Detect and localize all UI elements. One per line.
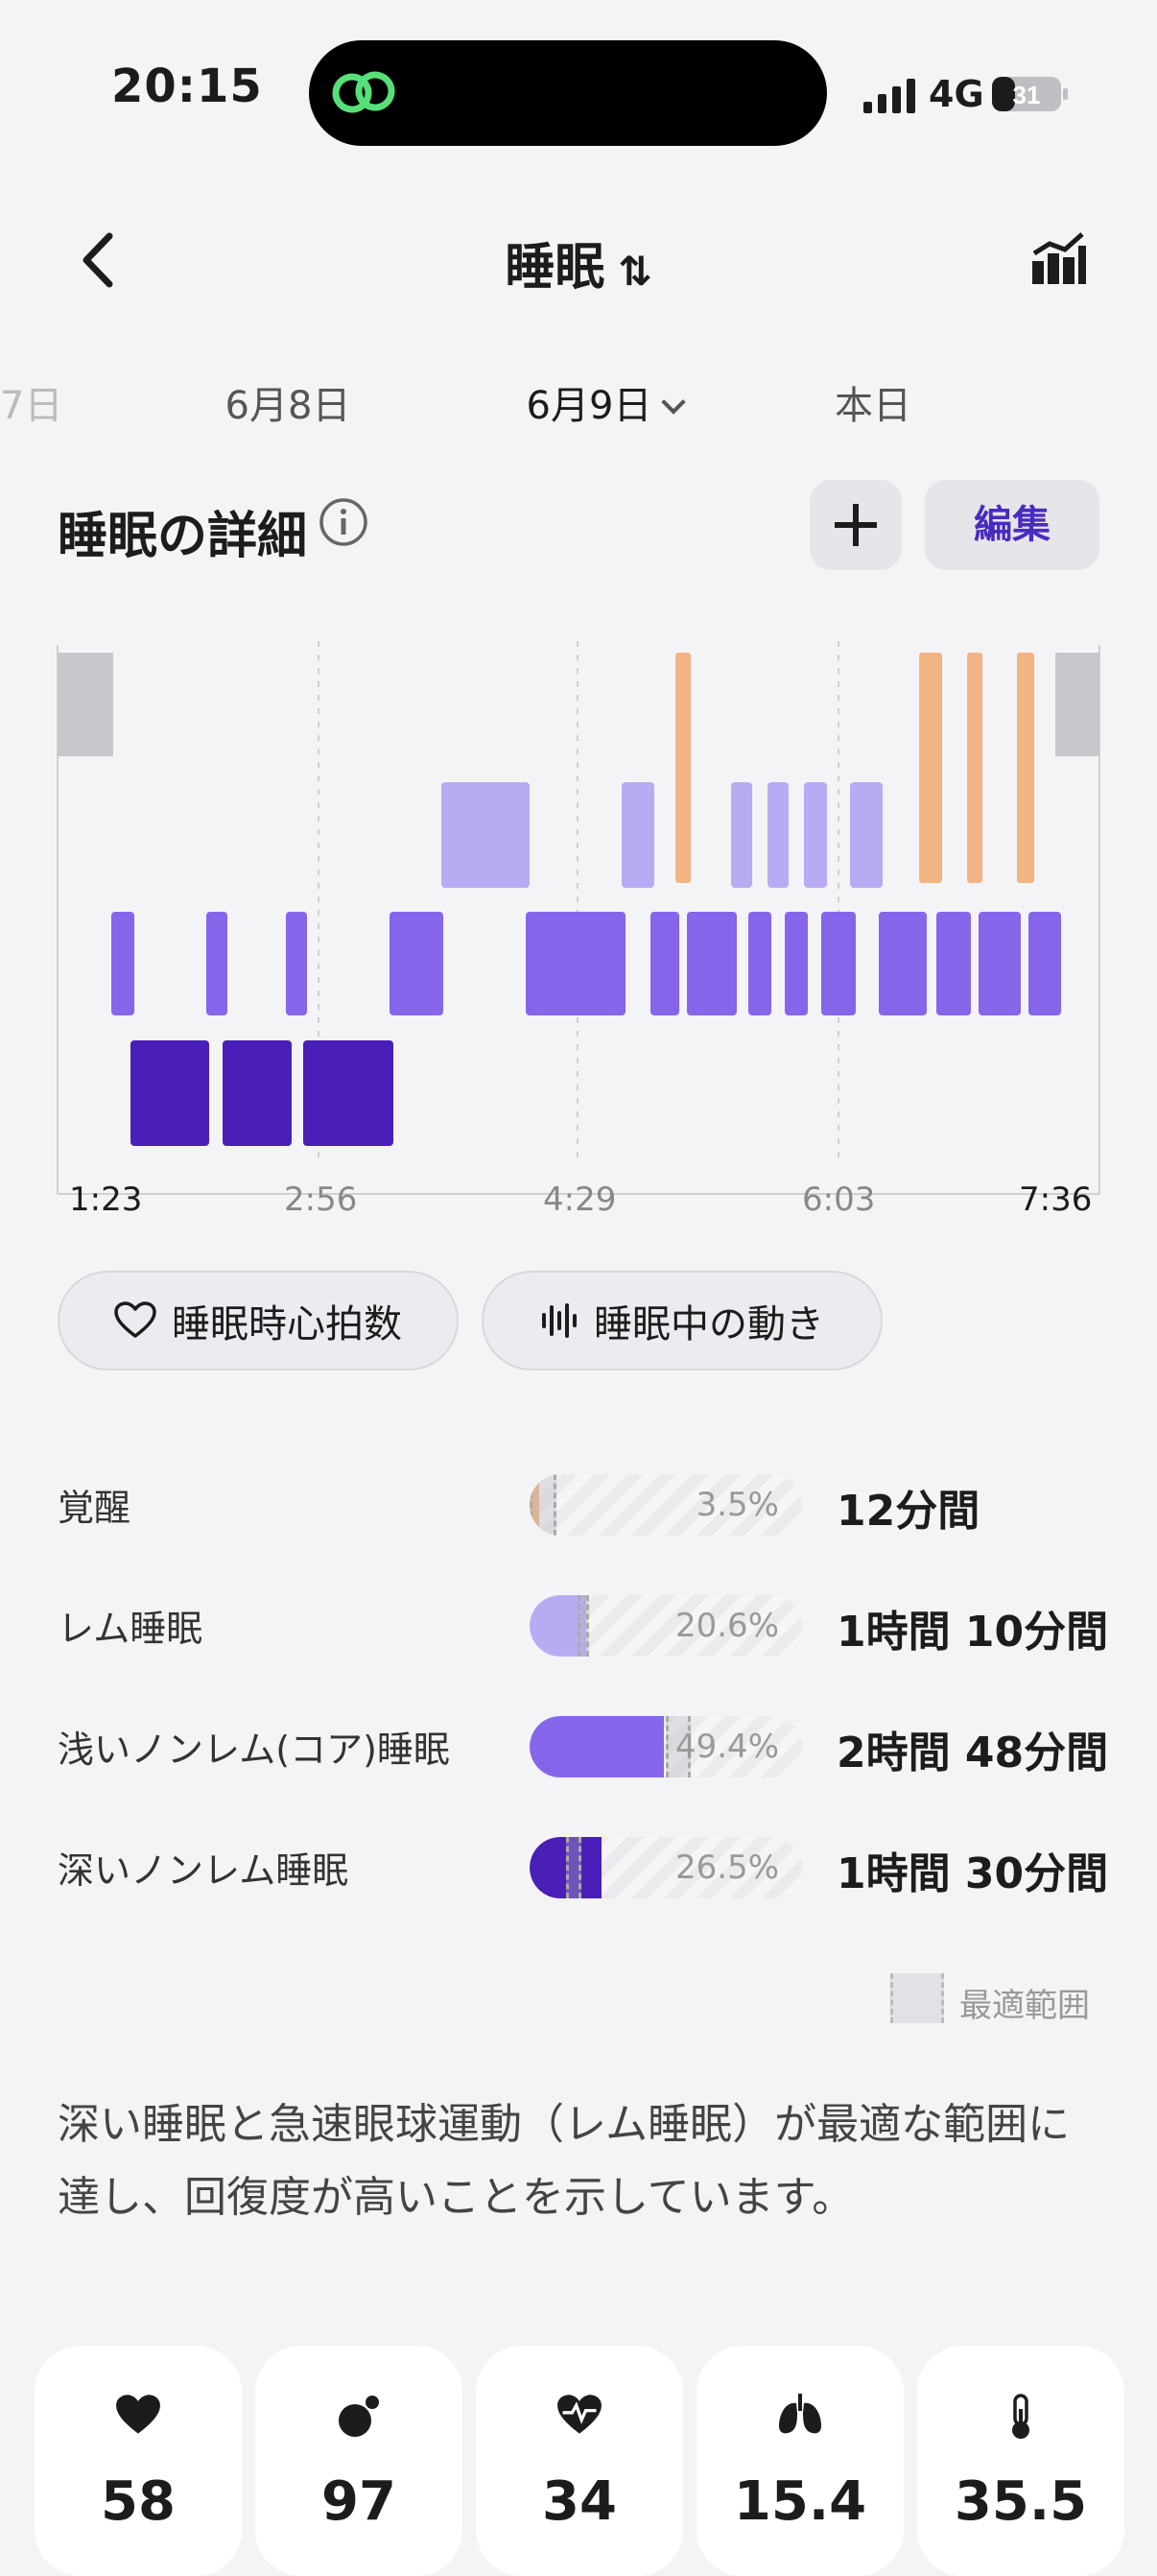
stage-duration-rem: 1時間 10分間 (837, 1608, 1109, 1657)
optimal-range-marker (530, 1474, 556, 1536)
status-time: 20:15 (111, 60, 263, 113)
stage-percent: 20.6% (674, 1607, 779, 1645)
heart-outline-icon (114, 1301, 156, 1338)
heart-icon (116, 2395, 160, 2434)
waveform-icon (542, 1303, 577, 1338)
metric-card-hrv[interactable]: 34 (476, 2346, 683, 2576)
optimal-range-label: 最適範囲 (959, 1987, 1090, 2025)
stage-duration-deep: 1時間 30分間 (837, 1849, 1109, 1898)
time-label: 7:36 (1019, 1181, 1093, 1219)
optimal-range-marker (566, 1837, 581, 1898)
stage-fill (530, 1837, 602, 1898)
sleep-stage-chart[interactable] (0, 614, 1157, 1228)
hrv-icon (557, 2395, 602, 2434)
metric-card-respiration[interactable]: 15.4 (697, 2346, 904, 2576)
sleep-motion-label: 睡眠中の動き (594, 1302, 824, 1347)
battery-level: 31 (1013, 81, 1041, 109)
stage-bar-rem: 20.6% (530, 1595, 802, 1657)
metric-card-temperature[interactable]: 35.5 (917, 2346, 1124, 2576)
metric-value: 15.4 (733, 2470, 867, 2533)
time-label: 2:56 (284, 1181, 358, 1219)
info-icon[interactable] (319, 497, 368, 547)
date-selected-label: 6月9日 (526, 384, 652, 428)
back-button[interactable] (69, 227, 127, 294)
metric-card-heart-rate[interactable]: 58 (35, 2346, 242, 2576)
stage-label-awake: 覚醒 (58, 1487, 131, 1529)
add-button[interactable] (810, 480, 902, 570)
metric-value: 34 (542, 2470, 617, 2533)
stage-fill (530, 1474, 539, 1536)
time-label: 4:29 (543, 1181, 617, 1219)
sleep-summary-text: 深い睡眠と急速眼球運動（レム睡眠）が最適な範囲に達し、回復度が高いことを示してい… (58, 2100, 1071, 2222)
sort-icon: ⇅ (618, 247, 652, 295)
chevron-down-icon (661, 390, 687, 415)
stage-percent: 26.5% (674, 1849, 779, 1887)
trend-chart-icon[interactable] (1030, 230, 1086, 284)
page-title-wrap[interactable]: 睡眠 ⇅ (0, 227, 1157, 298)
dynamic-island (309, 40, 827, 146)
stage-bar-awake: 3.5% (530, 1474, 802, 1536)
time-label: 1:23 (69, 1181, 143, 1219)
date-item-selected[interactable]: 6月9日 (508, 374, 700, 430)
optimal-range-swatch (890, 1973, 944, 2023)
stage-label-rem: レム睡眠 (58, 1608, 203, 1650)
stage-fill (530, 1716, 664, 1777)
stage-label-light: 浅いノンレム(コア)睡眠 (58, 1729, 450, 1771)
time-label: 6:03 (802, 1181, 876, 1219)
stage-duration-awake: 12分間 (837, 1487, 980, 1536)
thermometer-icon (1012, 2394, 1029, 2439)
optimal-range-marker (578, 1595, 589, 1657)
date-item[interactable]: 6月8日 (224, 384, 351, 428)
stage-percent: 49.4% (674, 1728, 779, 1766)
metric-value: 58 (101, 2470, 176, 2533)
section-title: 睡眠の詳細 (58, 508, 308, 565)
network-type: 4G (929, 73, 984, 115)
app-link-icon (332, 71, 395, 113)
page-title: 睡眠 (505, 239, 605, 297)
date-item[interactable]: 本日 (835, 384, 911, 428)
stage-bar-light: 49.4% (530, 1716, 802, 1777)
cellular-signal-icon (863, 79, 915, 113)
metric-value: 97 (321, 2470, 396, 2533)
stage-bar-deep: 26.5% (530, 1837, 802, 1898)
edit-button[interactable]: 編集 (925, 480, 1099, 570)
stage-duration-light: 2時間 48分間 (837, 1729, 1109, 1777)
optimal-range-marker (666, 1716, 691, 1777)
lungs-icon (779, 2394, 821, 2434)
sleep-heart-rate-button[interactable]: 睡眠時心拍数 (58, 1271, 459, 1371)
stage-label-deep: 深いノンレム睡眠 (58, 1849, 349, 1892)
metric-value: 35.5 (954, 2470, 1088, 2533)
oxygen-icon (339, 2396, 379, 2437)
metric-card-blood-oxygen[interactable]: 97 (255, 2346, 462, 2576)
sleep-heart-rate-label: 睡眠時心拍数 (172, 1302, 402, 1347)
stage-fill (530, 1595, 586, 1657)
sleep-motion-button[interactable]: 睡眠中の動き (482, 1271, 883, 1371)
date-prev-partial[interactable]: 7日 (0, 384, 63, 428)
battery-icon: 31 (992, 77, 1068, 111)
stage-percent: 3.5% (696, 1486, 779, 1524)
